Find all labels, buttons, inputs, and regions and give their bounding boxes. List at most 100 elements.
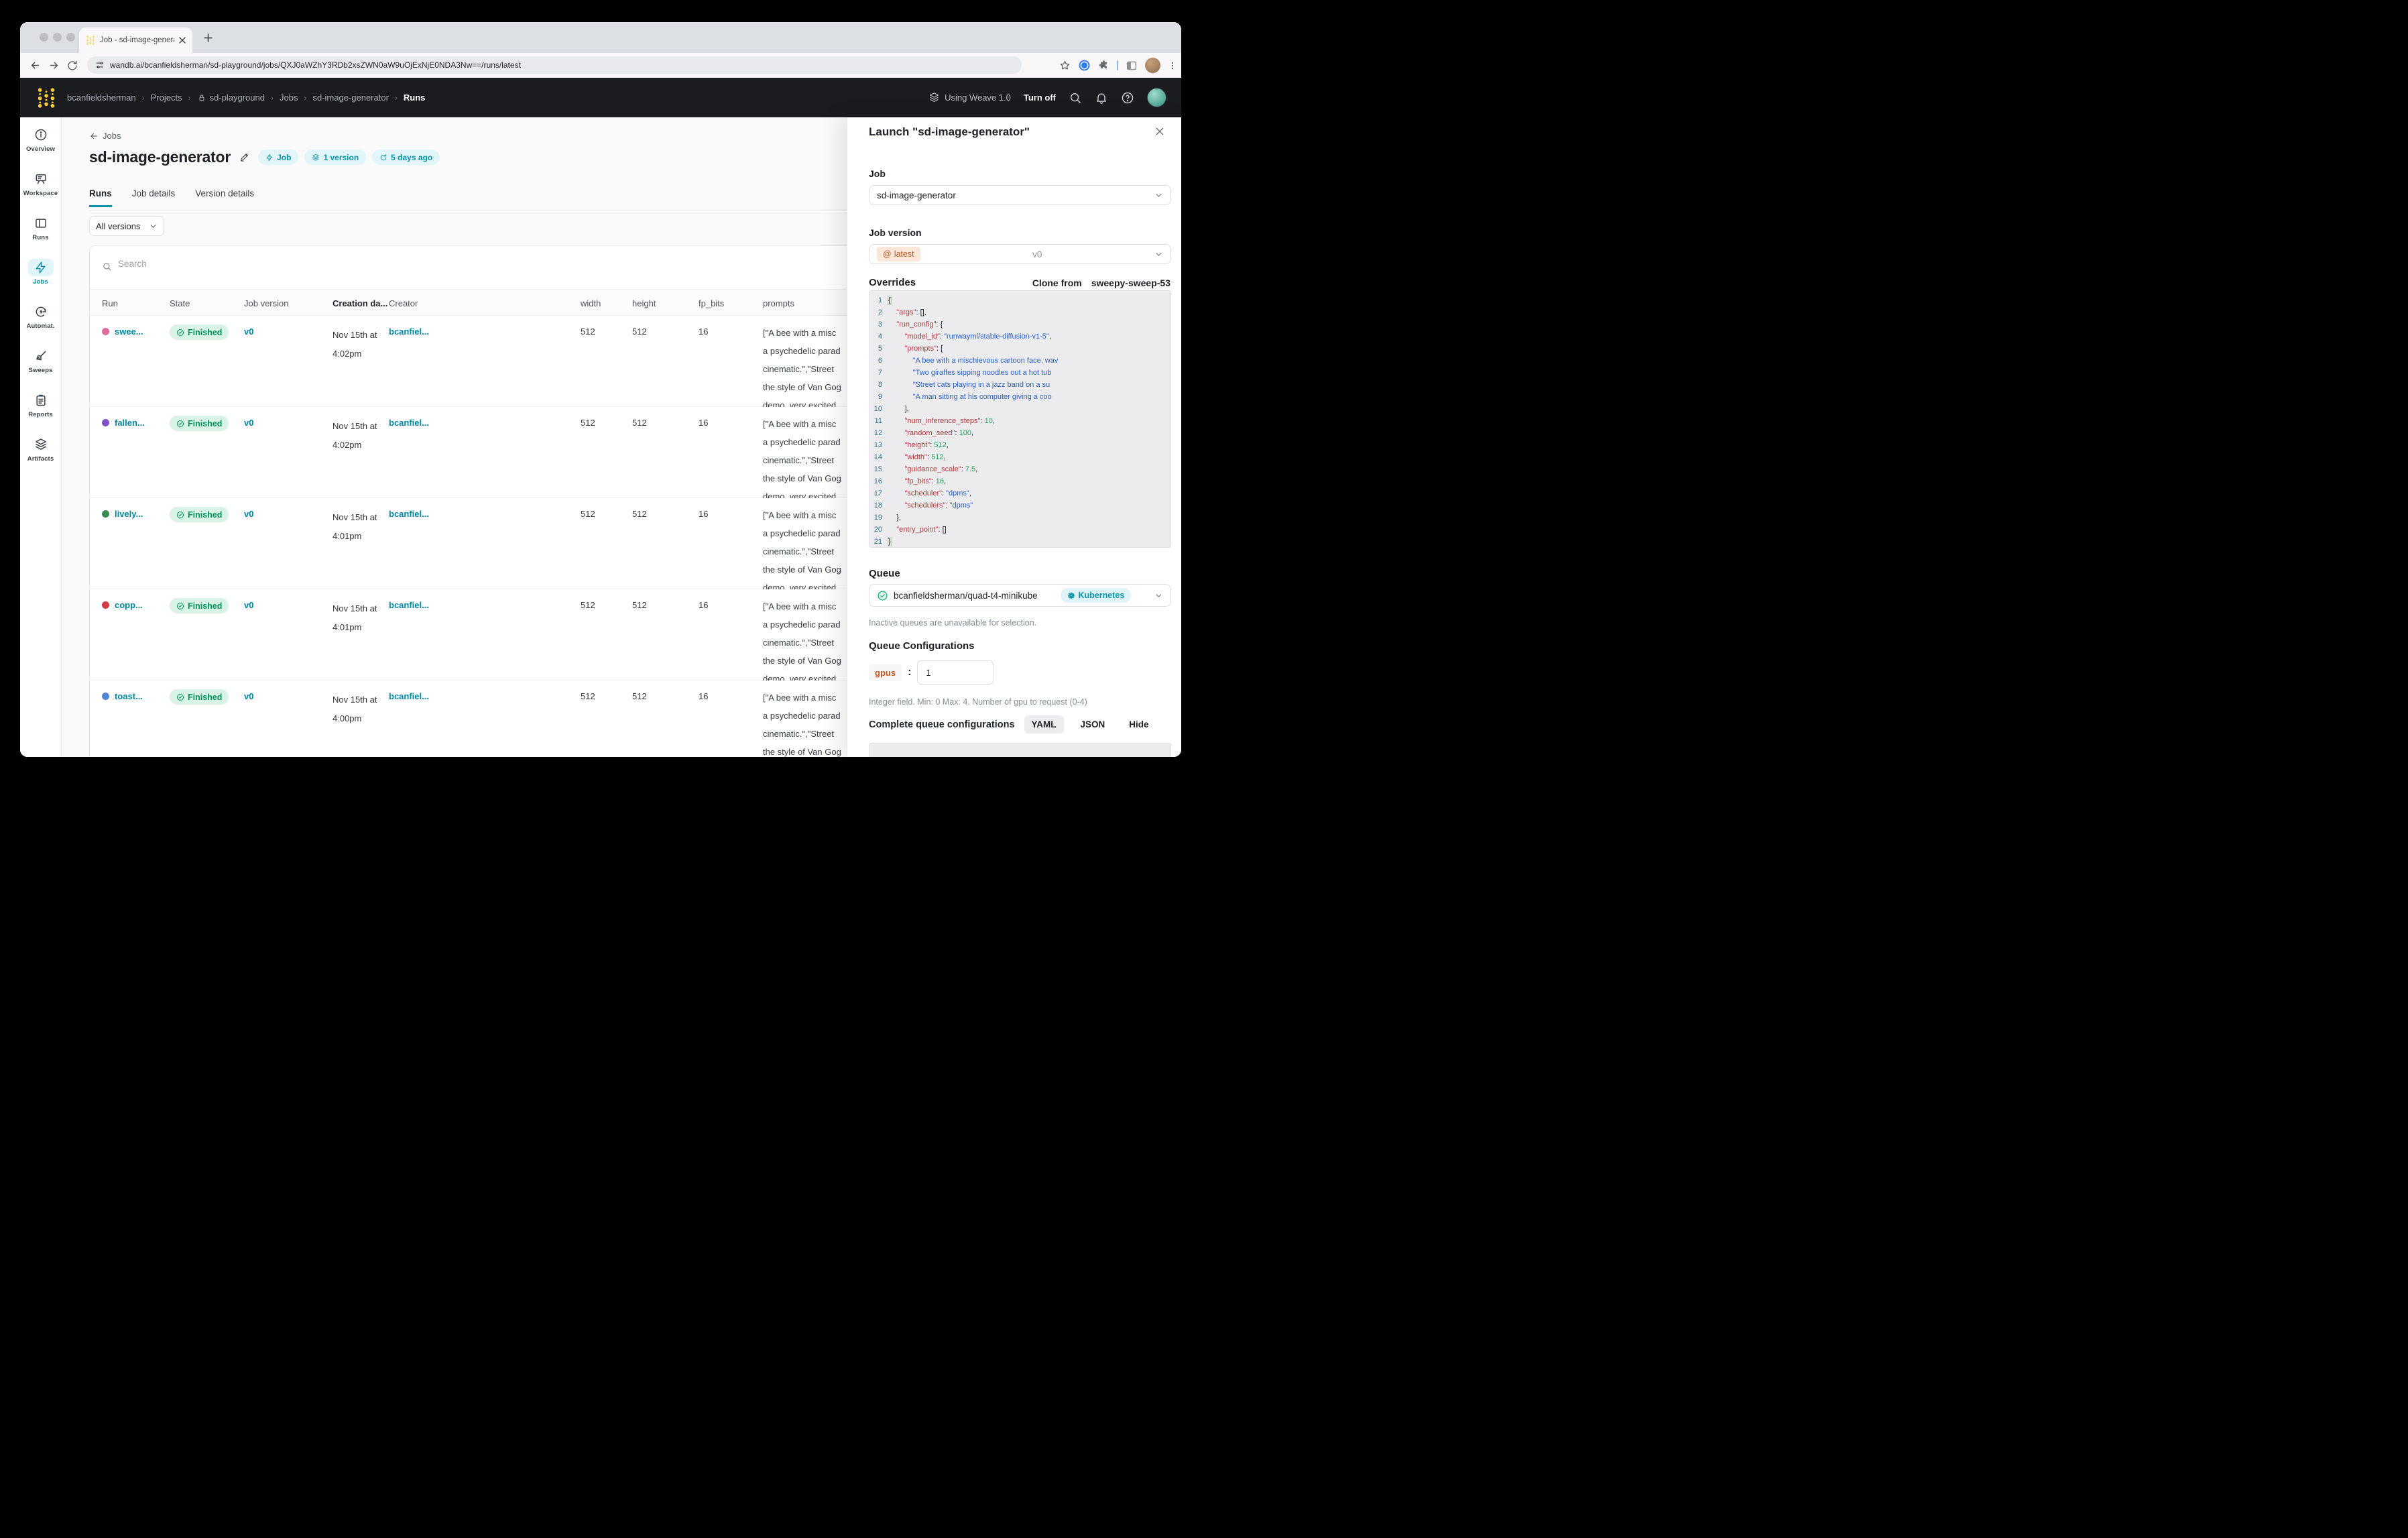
header-actions: Using Weave 1.0 Turn off [928, 88, 1181, 107]
creator-link[interactable]: bcanfiel... [389, 327, 429, 337]
sidebar-item-jobs[interactable]: Jobs [20, 250, 61, 294]
search-input[interactable] [117, 258, 318, 270]
user-avatar[interactable] [1147, 88, 1166, 107]
notifications-bell-icon[interactable] [1095, 91, 1108, 105]
run-color-dot [102, 510, 109, 518]
sidebar-item-label: Overview [25, 145, 56, 153]
sidebar-item-artifacts[interactable]: Artifacts [20, 427, 61, 471]
column-header-height[interactable]: height [632, 298, 656, 308]
job-select[interactable]: sd-image-generator [869, 185, 1171, 205]
creator-link[interactable]: bcanfiel... [389, 509, 429, 519]
tab-version-details[interactable]: Version details [195, 188, 255, 198]
browser-tab[interactable]: Job - sd-image-generator - R [79, 27, 192, 53]
info-icon [28, 126, 54, 143]
browser-profile-avatar[interactable] [1145, 58, 1160, 73]
url-bar[interactable]: wandb.ai/bcanfieldsherman/sd-playground/… [87, 56, 1022, 74]
breadcrumb-item-bcanfieldsherman[interactable]: bcanfieldsherman [67, 93, 136, 103]
sidebar-item-sweeps[interactable]: Sweeps [20, 339, 61, 383]
overrides-code-editor[interactable]: 1{2 "args": [], 3 "run_config": {4 "model… [869, 290, 1171, 548]
side-panel-icon[interactable] [1126, 60, 1138, 72]
sidebar-item-workspace[interactable]: Workspace [20, 162, 61, 206]
tab-runs[interactable]: Runs [89, 188, 112, 207]
close-icon[interactable] [1154, 126, 1165, 137]
job-version-link[interactable]: v0 [244, 600, 254, 610]
table-row[interactable]: lively... Finished v0 Nov 15th at 4:01pm bcan… [90, 498, 978, 593]
browser-menu-kebab-icon[interactable] [1168, 61, 1177, 70]
table-row[interactable]: fallen... Finished v0 Nov 15th at 4:02pm bcan… [90, 407, 978, 501]
tab-title: Job - sd-image-generator - R [100, 36, 174, 44]
line-number: 14 [874, 453, 882, 461]
creation-date: Nov 15th at 4:00pm [333, 695, 377, 723]
url-text[interactable]: wandb.ai/bcanfieldsherman/sd-playground/… [110, 60, 521, 70]
tab-close-icon[interactable] [179, 37, 186, 44]
onepassword-extension-icon[interactable] [1078, 59, 1091, 72]
clone-from-select[interactable]: sweepy-sweep-53 [1091, 277, 1170, 288]
format-option-yaml[interactable]: YAML [1024, 715, 1064, 733]
run-name-link[interactable]: copp... [115, 600, 143, 610]
new-tab-button[interactable] [201, 31, 215, 44]
queue-select[interactable]: bcanfieldsherman/quad-t4-minikube ☸ Kuber… [869, 584, 1171, 607]
status-badge: Finished [170, 598, 229, 613]
breadcrumb-item-projects[interactable]: Projects [150, 93, 182, 103]
column-header-run[interactable]: Run [102, 298, 118, 308]
sidebar-item-reports[interactable]: Reports [20, 383, 61, 427]
breadcrumb-item-runs[interactable]: Runs [403, 93, 426, 103]
run-name-link[interactable]: fallen... [115, 418, 145, 428]
forward-button[interactable] [44, 60, 63, 71]
wandb-logo[interactable] [36, 87, 56, 108]
creator-link[interactable]: bcanfiel... [389, 691, 429, 701]
gpus-input[interactable] [917, 660, 994, 685]
extensions-puzzle-icon[interactable] [1098, 60, 1109, 71]
sidebar-item-label: Reports [28, 411, 53, 418]
width-value: 512 [581, 509, 595, 519]
job-version-link[interactable]: v0 [244, 691, 254, 701]
column-header-prompts[interactable]: prompts [763, 298, 794, 308]
reload-button[interactable] [63, 60, 82, 71]
window-zoom-button[interactable] [66, 33, 75, 42]
help-icon[interactable] [1121, 91, 1134, 105]
tab-job-details[interactable]: Job details [131, 188, 176, 198]
format-option-hide[interactable]: Hide [1129, 719, 1149, 729]
versions-filter-select[interactable]: All versions [89, 216, 164, 236]
weave-turn-off-button[interactable]: Turn off [1023, 93, 1056, 103]
bookmark-star-icon[interactable] [1059, 60, 1071, 71]
column-header-creator[interactable]: Creator [389, 298, 418, 308]
table-row[interactable]: swee... Finished v0 Nov 15th at 4:02pm bcanfi… [90, 316, 978, 410]
weave-status-label: Using Weave 1.0 [945, 93, 1011, 103]
sidebar-item-overview[interactable]: Overview [20, 117, 61, 162]
job-version-link[interactable]: v0 [244, 509, 254, 519]
height-value: 512 [632, 418, 647, 428]
sidebar-item-automat[interactable]: Automat. [20, 294, 61, 339]
run-name-link[interactable]: lively... [115, 509, 143, 519]
creator-link[interactable]: bcanfiel... [389, 600, 429, 610]
run-name-link[interactable]: toast... [115, 691, 143, 701]
run-name-link[interactable]: swee... [115, 327, 143, 337]
line-number: 9 [878, 393, 882, 401]
site-settings-icon[interactable] [95, 60, 105, 70]
sidebar-item-runs[interactable]: Runs [20, 206, 61, 250]
table-row[interactable]: toast... Finished v0 Nov 15th at 4:00pm bcanf… [90, 681, 978, 757]
table-row[interactable]: copp... Finished v0 Nov 15th at 4:01pm bcanfi… [90, 589, 978, 684]
breadcrumb-item-sd-playground[interactable]: sd-playground [197, 93, 265, 103]
gpus-colon: : [908, 666, 912, 678]
column-header-fp_bits[interactable]: fp_bits [699, 298, 725, 308]
column-header-width[interactable]: width [581, 298, 601, 308]
job-version-select[interactable]: @ latest v0 [869, 244, 1171, 264]
width-value: 512 [581, 327, 595, 337]
search-icon[interactable] [1069, 91, 1082, 105]
back-to-jobs-link[interactable]: Jobs [89, 131, 121, 141]
window-close-button[interactable] [40, 33, 48, 42]
edit-title-pencil-icon[interactable] [239, 152, 249, 162]
breadcrumb-item-jobs[interactable]: Jobs [279, 93, 298, 103]
breadcrumb-item-sd-image-generator[interactable]: sd-image-generator [312, 93, 389, 103]
column-header-creationda[interactable]: Creation da... [333, 298, 388, 308]
back-button[interactable] [25, 60, 44, 71]
job-version-link[interactable]: v0 [244, 327, 254, 337]
window-minimize-button[interactable] [53, 33, 62, 42]
status-badge: Finished [170, 689, 229, 705]
creator-link[interactable]: bcanfiel... [389, 418, 429, 428]
column-header-state[interactable]: State [170, 298, 190, 308]
job-version-link[interactable]: v0 [244, 418, 254, 428]
format-option-json[interactable]: JSON [1080, 719, 1105, 729]
column-header-jobversion[interactable]: Job version [244, 298, 289, 308]
